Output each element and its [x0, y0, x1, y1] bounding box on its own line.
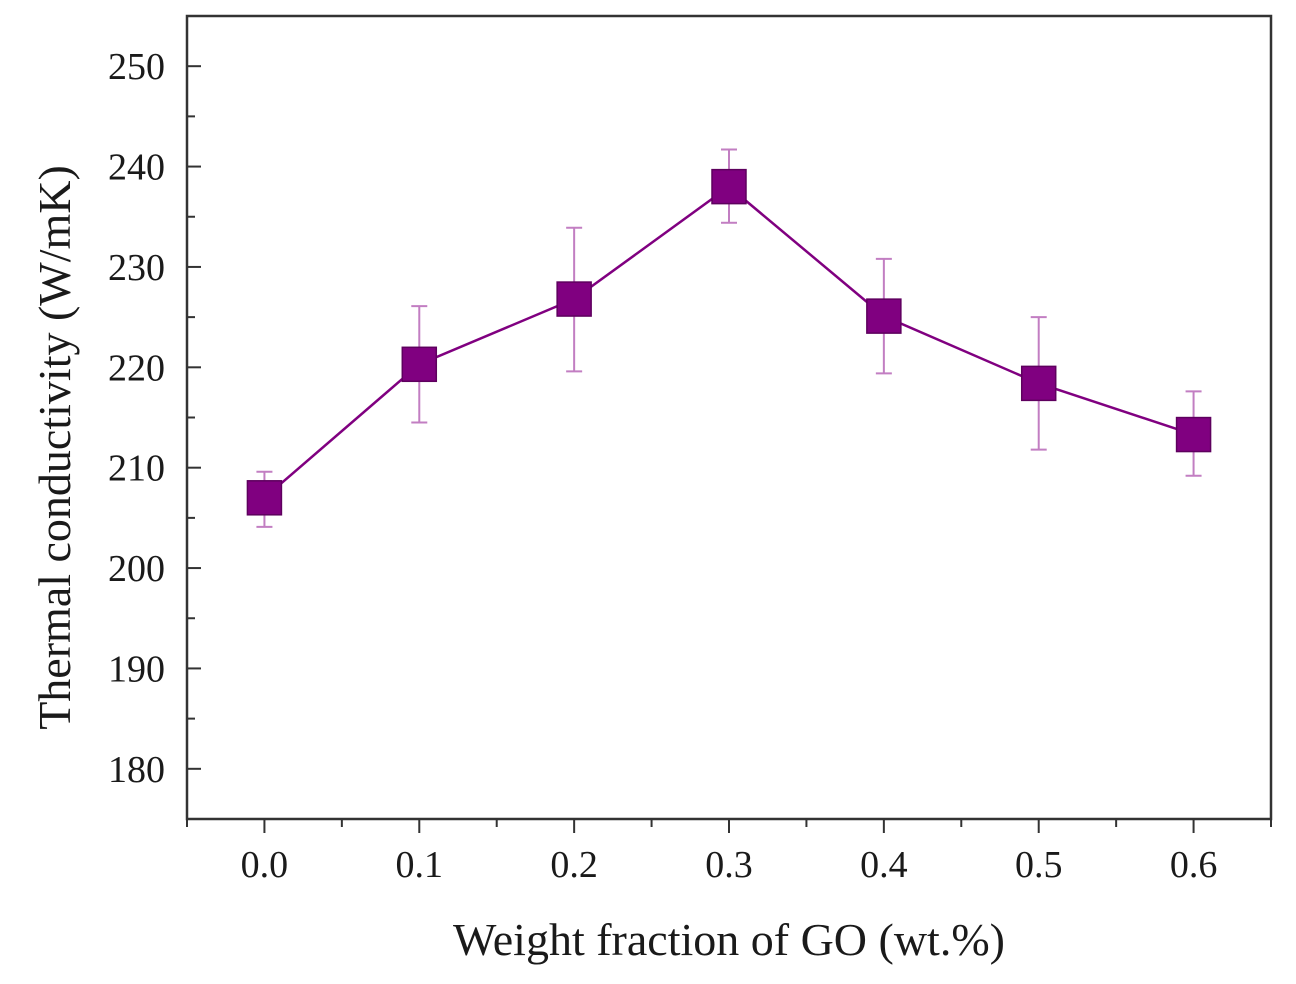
x-tick-label: 0.2 [550, 844, 598, 886]
data-point [1175, 416, 1212, 453]
data-point [401, 346, 438, 383]
series-layer [246, 148, 1212, 528]
data-point [1020, 365, 1057, 402]
y-tick-label: 180 [108, 749, 165, 791]
x-tick-label: 0.3 [705, 844, 753, 886]
y-axis: 180 190 200 210 220 230 240 250 [108, 15, 201, 820]
data-point [246, 480, 283, 516]
x-tick-label: 0.0 [241, 844, 289, 886]
plot-border [185, 14, 1273, 821]
data-point [866, 298, 902, 334]
y-tick-label: 240 [108, 147, 165, 189]
data-point [711, 168, 747, 205]
series-line [263, 185, 1194, 499]
y-tick-label: 190 [108, 648, 165, 690]
x-axis-title: Weight fraction of GO (wt.%) [453, 914, 1005, 965]
x-tick-label: 0.6 [1170, 844, 1218, 886]
plot-frame [185, 14, 1273, 821]
y-axis-title: Thermal conductivity (W/mK) [29, 165, 80, 730]
x-tick-label: 0.4 [860, 844, 908, 886]
y-tick-label: 220 [108, 347, 165, 389]
x-axis: 0.0 0.1 0.2 0.3 0.4 0.5 0.6 [186, 819, 1272, 886]
y-tick-label: 200 [108, 548, 165, 590]
y-tick-label: 230 [108, 247, 165, 289]
x-tick-label: 0.5 [1015, 844, 1063, 886]
data-point [556, 281, 592, 317]
y-tick-label: 210 [108, 448, 165, 490]
y-tick-label: 250 [108, 46, 165, 88]
x-tick-label: 0.1 [396, 844, 444, 886]
